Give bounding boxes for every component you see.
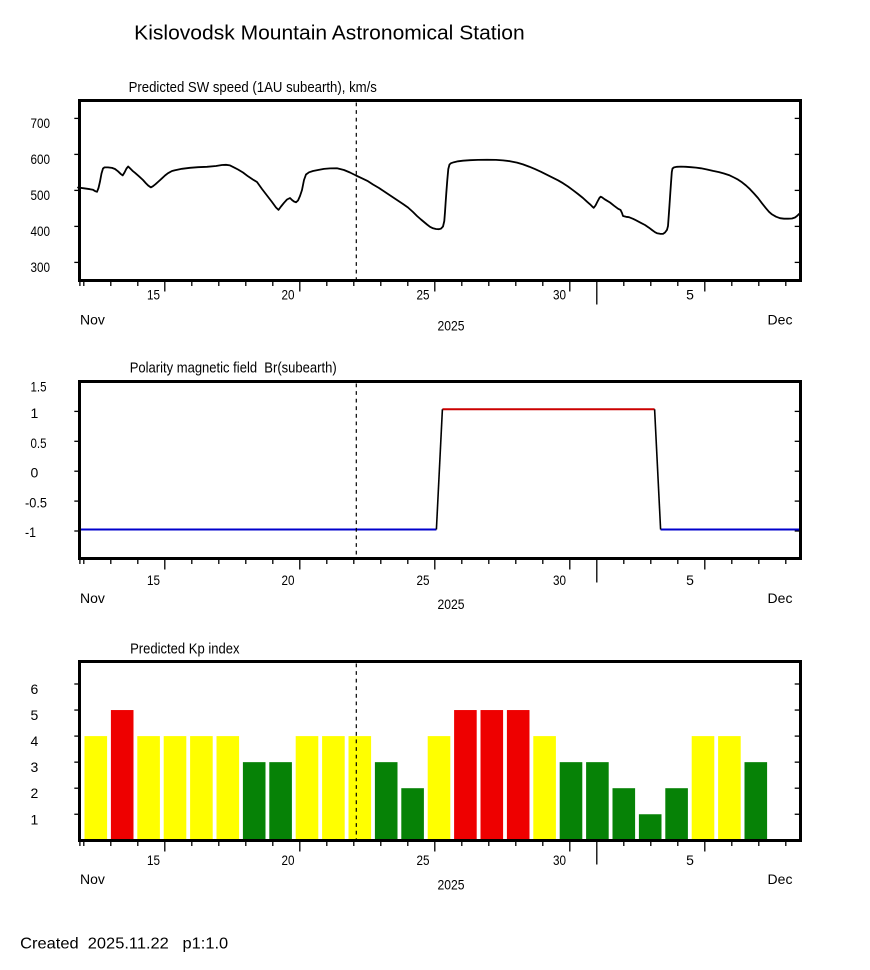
svg-text:2025: 2025: [438, 877, 465, 893]
svg-text:600: 600: [31, 151, 51, 167]
svg-text:5: 5: [31, 707, 39, 723]
svg-text:5: 5: [686, 287, 694, 303]
svg-text:Predicted Kp index: Predicted Kp index: [130, 641, 240, 658]
svg-text:25: 25: [417, 287, 430, 303]
svg-text:25: 25: [417, 572, 430, 588]
svg-text:15: 15: [147, 287, 160, 303]
svg-text:15: 15: [147, 572, 160, 588]
svg-text:25: 25: [417, 852, 430, 868]
svg-text:Nov: Nov: [80, 871, 105, 887]
svg-text:5: 5: [686, 572, 694, 588]
svg-text:30: 30: [553, 287, 566, 303]
svg-text:4: 4: [31, 733, 39, 749]
svg-text:6: 6: [31, 681, 39, 697]
svg-text:300: 300: [31, 259, 51, 275]
svg-text:1: 1: [31, 811, 39, 827]
svg-text:30: 30: [553, 852, 566, 868]
svg-text:Polarity magnetic field Br(su: Polarity magnetic field Br(subearth): [130, 359, 337, 376]
svg-text:Dec: Dec: [768, 871, 793, 887]
svg-text:Predicted SW speed (1AU subear: Predicted SW speed (1AU subearth), km/s: [129, 79, 377, 96]
svg-text:500: 500: [31, 187, 51, 203]
svg-text:Kislovodsk Mountain Astronomic: Kislovodsk Mountain Astronomical Station: [134, 21, 525, 44]
svg-text:Dec: Dec: [768, 312, 793, 328]
svg-text:20: 20: [282, 852, 295, 868]
svg-text:Dec: Dec: [768, 590, 793, 606]
svg-text:30: 30: [553, 572, 566, 588]
svg-text:-0.5: -0.5: [25, 495, 47, 511]
svg-text:2025: 2025: [438, 318, 465, 334]
svg-text:-1: -1: [25, 524, 36, 540]
svg-text:Nov: Nov: [80, 312, 105, 328]
svg-text:1: 1: [31, 405, 39, 421]
svg-text:15: 15: [147, 852, 160, 868]
svg-text:700: 700: [31, 115, 51, 131]
svg-text:400: 400: [31, 223, 51, 239]
svg-text:20: 20: [282, 572, 295, 588]
svg-text:0.5: 0.5: [31, 435, 47, 451]
svg-text:0: 0: [31, 465, 39, 481]
svg-text:Nov: Nov: [80, 590, 105, 606]
svg-text:Created 2025.11.22 p1:1.0: Created 2025.11.22 p1:1.0: [20, 935, 228, 952]
svg-text:1.5: 1.5: [31, 378, 47, 394]
svg-text:5: 5: [686, 852, 694, 868]
svg-text:20: 20: [282, 287, 295, 303]
svg-text:2: 2: [31, 785, 39, 801]
svg-text:3: 3: [31, 759, 39, 775]
svg-text:2025: 2025: [438, 596, 465, 612]
